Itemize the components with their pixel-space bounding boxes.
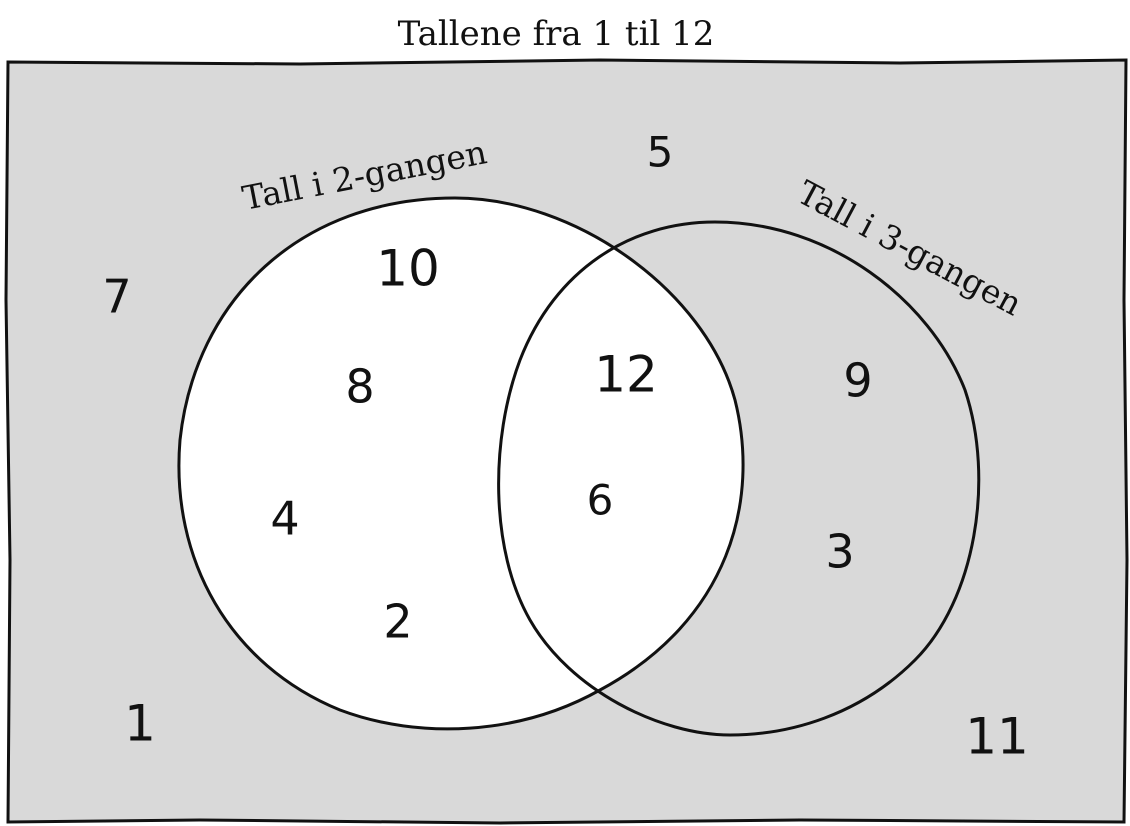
number-3: 3: [825, 525, 854, 579]
number-10: 10: [376, 240, 440, 298]
number-8: 8: [345, 360, 374, 414]
number-6: 6: [587, 476, 614, 525]
number-2: 2: [383, 595, 412, 649]
number-9: 9: [843, 354, 872, 408]
number-1: 1: [124, 695, 156, 753]
universe-title: Tallene fra 1 til 12: [398, 14, 715, 54]
intersection-fill: [498, 222, 744, 729]
number-4: 4: [270, 492, 299, 546]
number-11: 11: [965, 708, 1029, 766]
circle-3-gangen: [497, 220, 981, 737]
number-5: 5: [647, 128, 674, 177]
number-12: 12: [594, 346, 658, 404]
circle-2-gangen: [177, 196, 745, 731]
number-7: 7: [102, 270, 131, 324]
